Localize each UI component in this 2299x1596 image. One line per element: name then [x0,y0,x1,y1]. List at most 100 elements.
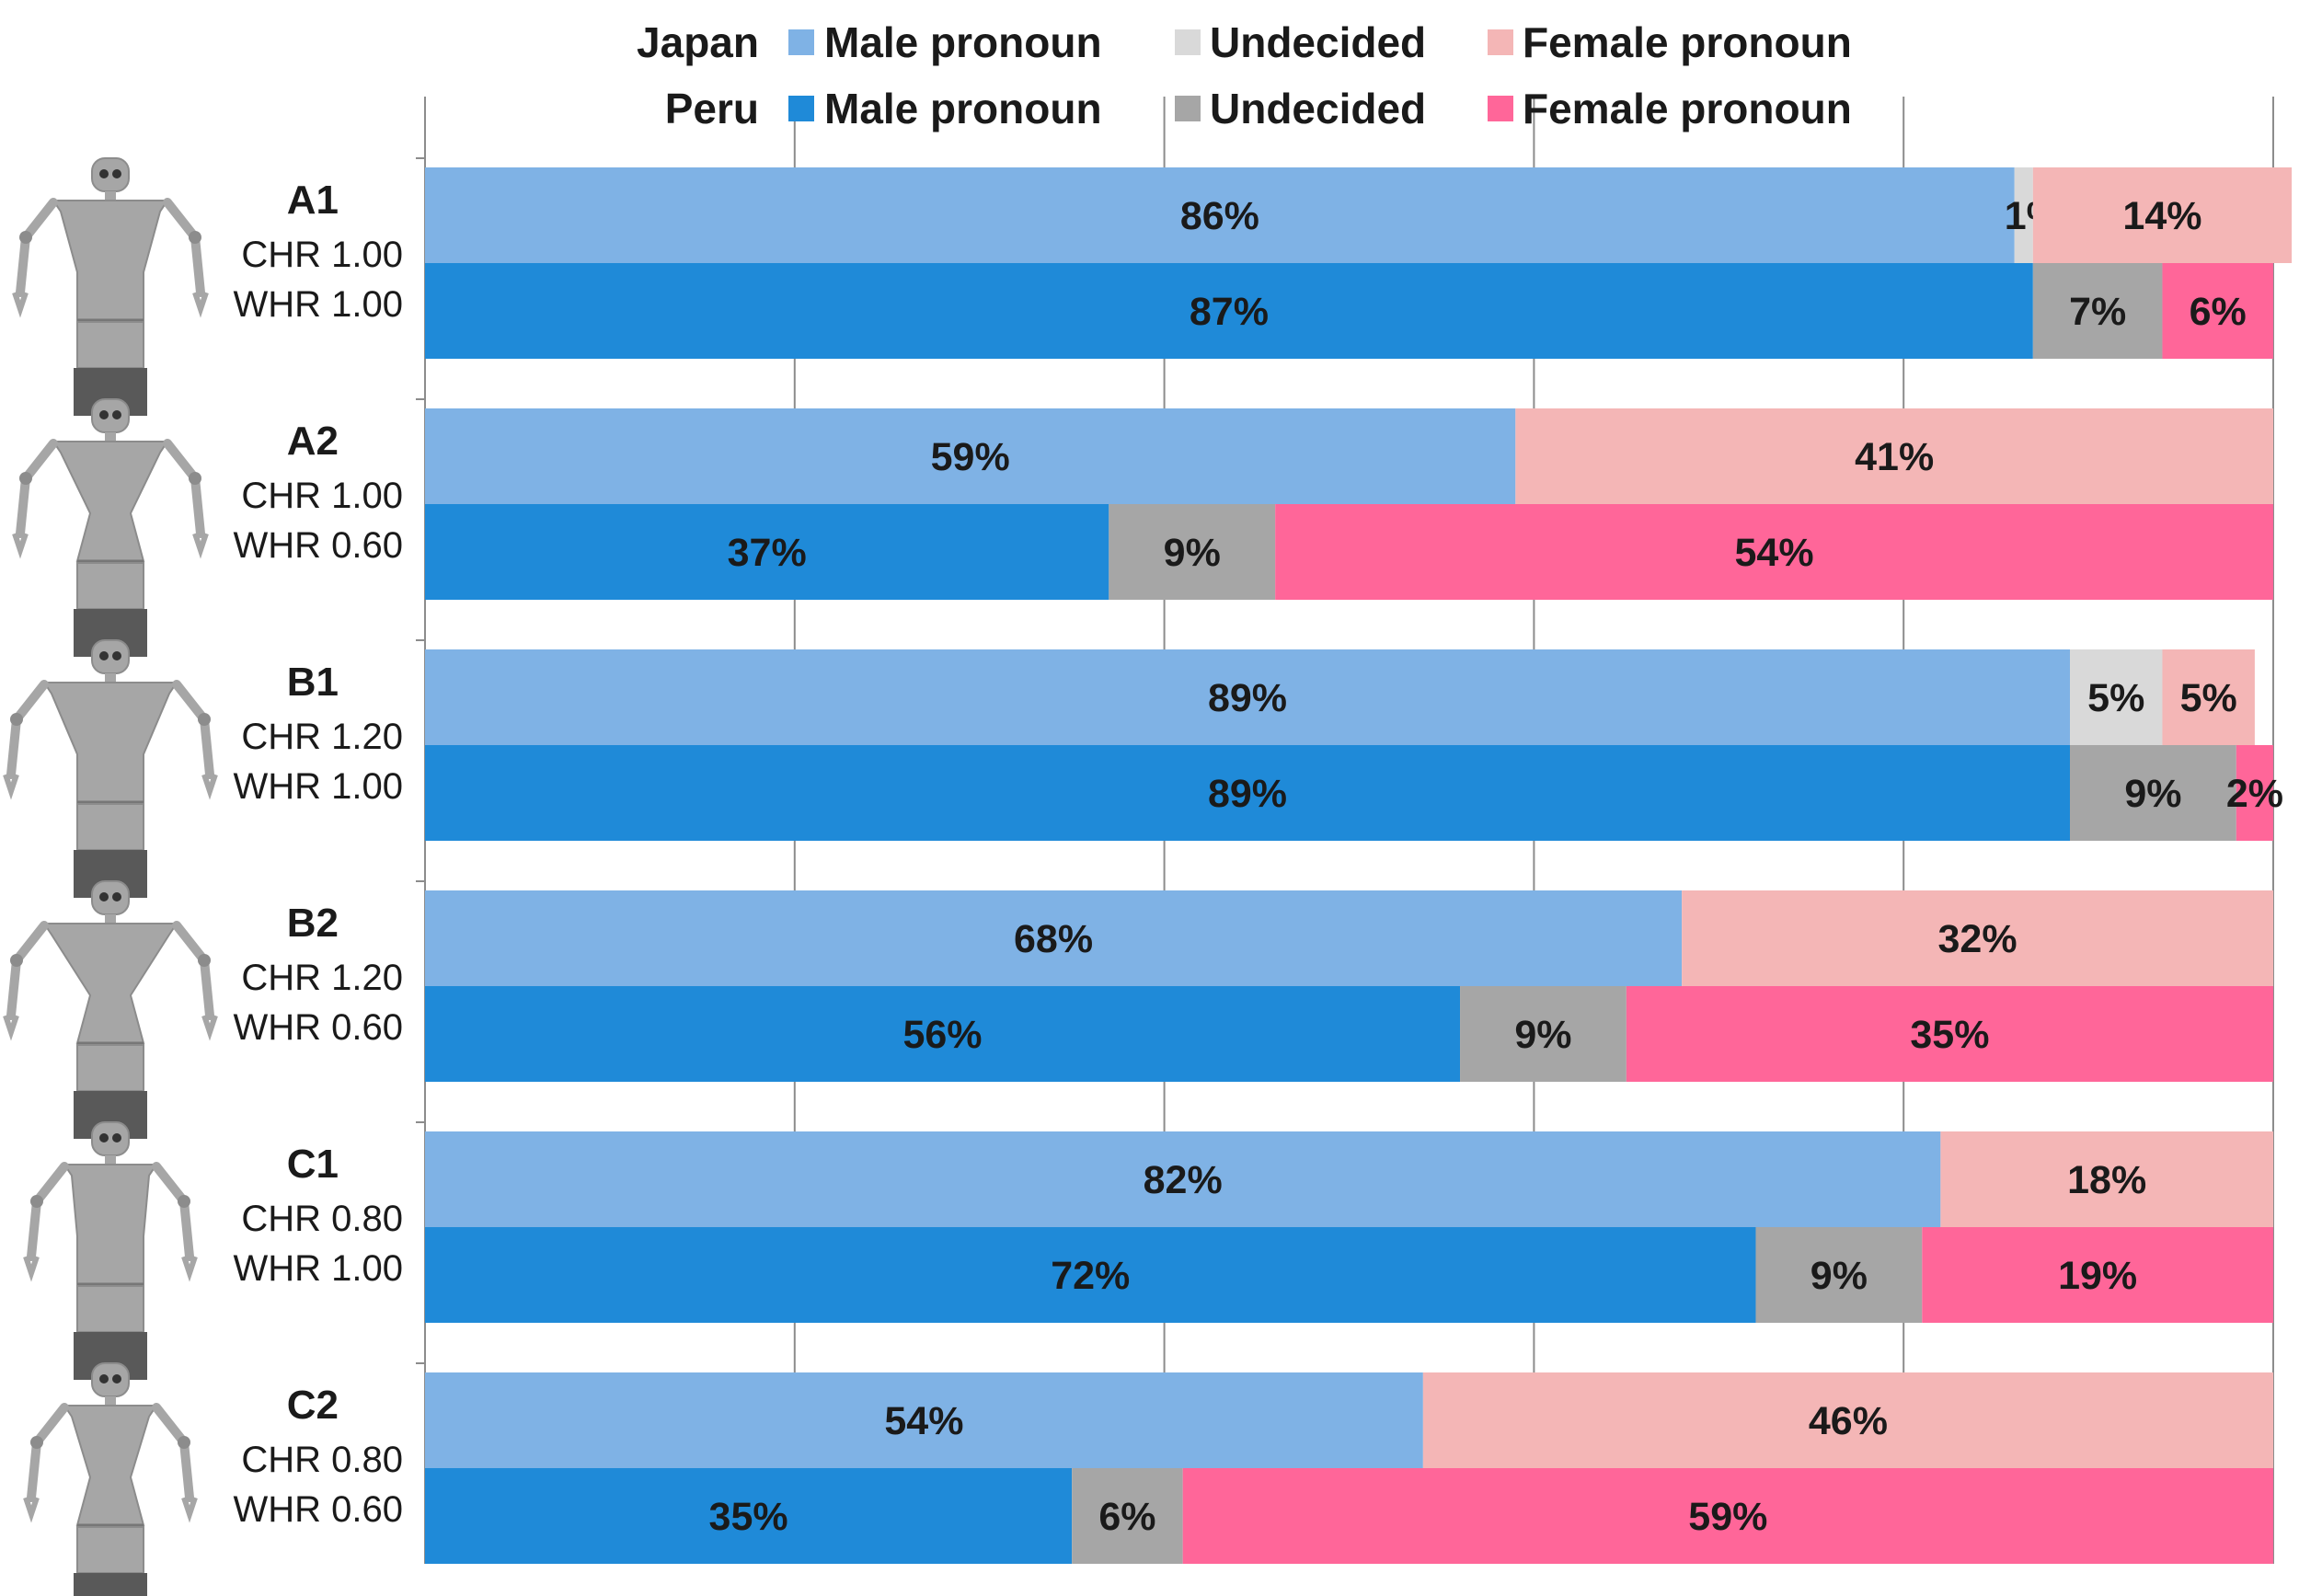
category-name: C1 [287,1142,339,1187]
bar-peru-c2-female [1182,1468,2273,1564]
data-label-peru-a2-male: 37% [728,531,807,575]
data-label-peru-b1-female: 2% [2226,772,2283,816]
robot-figure-icon [12,157,209,416]
category-chr: CHR 0.80 [241,1440,403,1480]
bar-japan-c2-female [1422,1372,2273,1468]
legend-swatch-japan-undecided [1175,29,1201,55]
legend-swatch-japan-female [1488,29,1513,55]
category-whr: WHR 1.00 [234,766,404,807]
data-label-japan-a1-female: 14% [2122,194,2201,238]
data-label-japan-c2-male: 54% [884,1399,963,1443]
bar-japan-b1-undecided [2070,649,2163,745]
data-label-peru-b2-female: 35% [1910,1013,1989,1057]
bar-peru-a1-male [425,263,2033,359]
category-whr: WHR 0.60 [234,1007,404,1048]
data-label-peru-c1-undecided: 9% [1810,1254,1868,1298]
category-chr: CHR 1.00 [241,235,403,275]
legend-swatch-peru-female [1488,96,1513,121]
bar-peru-a1-undecided [2032,263,2163,359]
legend: Japan Male pronoun Undecided Female pronoun… [637,18,1852,132]
bar-peru-b2-female [1626,986,2273,1082]
data-label-japan-a2-male: 59% [931,435,1010,479]
data-label-peru-b1-undecided: 9% [2124,772,2181,816]
bar-peru-b2-undecided [1460,986,1627,1082]
bar-japan-a1-undecided [2014,167,2033,263]
legend-label-japan-female: Female pronoun [1523,18,1852,66]
bar-japan-b2-male [425,890,1683,986]
bar-japan-b1-female [2162,649,2255,745]
bar-japan-b2-female [1682,890,2273,986]
category-chr: CHR 1.20 [241,717,403,757]
category-name: B2 [287,901,339,946]
bar-japan-b1-male [425,649,2071,745]
category-name: A1 [287,178,339,223]
category-name: C2 [287,1383,339,1428]
data-label-peru-a1-female: 6% [2190,290,2247,334]
category-whr: WHR 1.00 [234,1248,404,1289]
data-label-peru-a1-male: 87% [1190,290,1269,334]
bar-japan-a1-male [425,167,2015,263]
bar-peru-a2-male [425,504,1109,600]
data-label-peru-c2-male: 35% [709,1495,788,1539]
data-label-japan-b1-female: 5% [2180,676,2237,720]
legend-swatch-peru-male [788,96,814,121]
bar-peru-a2-female [1275,504,2273,600]
bar-peru-b2-male [425,986,1461,1082]
bar-peru-c1-undecided [1755,1227,1923,1323]
bar-peru-a1-female [2162,263,2273,359]
bar-peru-c2-male [425,1468,1073,1564]
legend-label-peru-undecided: Undecided [1210,85,1426,132]
robot-figure-icon [12,398,209,657]
data-label-peru-b2-undecided: 9% [1514,1013,1571,1057]
bar-peru-b1-undecided [2070,745,2236,841]
bar-peru-c2-undecided [1072,1468,1183,1564]
bar-japan-c1-female [1940,1131,2273,1227]
data-label-peru-c2-undecided: 6% [1098,1495,1155,1539]
data-label-peru-c2-female: 59% [1688,1495,1767,1539]
data-label-peru-a2-female: 54% [1735,531,1814,575]
data-label-peru-a1-undecided: 7% [2069,290,2126,334]
robot-figure-icon [23,1121,198,1380]
bar-japan-a2-male [425,408,1516,504]
data-label-peru-b1-male: 89% [1208,772,1287,816]
legend-label-peru-female: Female pronoun [1523,85,1852,132]
data-label-japan-b1-male: 89% [1208,676,1287,720]
data-label-japan-b2-female: 32% [1938,917,2017,961]
category-labels: A1 CHR 1.00 WHR 1.00 A2 CHR 1.00 WHR 0.60 B1 CH… [234,178,404,1530]
bar-japan-a1-female [2032,167,2293,263]
data-label-japan-a2-female: 41% [1855,435,1934,479]
legend-group-japan: Japan [637,18,759,66]
legend-swatch-japan-male [788,29,814,55]
legend-group-peru: Peru [665,85,759,132]
data-label-japan-b2-male: 68% [1014,917,1093,961]
bars: 86% 1% 14%87% 7% 6%59% 41%37% 9% 54%89% 5% 5%89% 9… [425,167,2293,1564]
robot-figure-icon [3,639,218,898]
robot-figures [3,157,218,1596]
data-label-peru-c1-female: 19% [2058,1254,2137,1298]
category-name: B1 [287,660,339,705]
data-label-peru-c1-male: 72% [1051,1254,1130,1298]
legend-label-peru-male: Male pronoun [824,85,1102,132]
category-chr: CHR 1.00 [241,476,403,516]
data-label-peru-a2-undecided: 9% [1164,531,1221,575]
bar-japan-a2-female [1515,408,2273,504]
category-name: A2 [287,419,339,464]
data-label-japan-a1-male: 86% [1180,194,1259,238]
category-whr: WHR 0.60 [234,1489,404,1530]
bar-peru-c1-male [425,1227,1756,1323]
data-label-japan-c1-male: 82% [1144,1158,1223,1202]
category-chr: CHR 1.20 [241,958,403,998]
bar-peru-b1-female [2236,745,2273,841]
bar-peru-a2-undecided [1109,504,1276,600]
bar-peru-b1-male [425,745,2071,841]
robot-figure-icon [23,1362,198,1596]
robot-figure-icon [3,880,218,1139]
legend-swatch-peru-undecided [1175,96,1201,121]
legend-label-japan-undecided: Undecided [1210,18,1426,66]
category-whr: WHR 1.00 [234,284,404,325]
bar-japan-c2-male [425,1372,1423,1468]
legend-label-japan-male: Male pronoun [824,18,1102,66]
data-label-japan-c1-female: 18% [2067,1158,2146,1202]
category-chr: CHR 0.80 [241,1199,403,1239]
